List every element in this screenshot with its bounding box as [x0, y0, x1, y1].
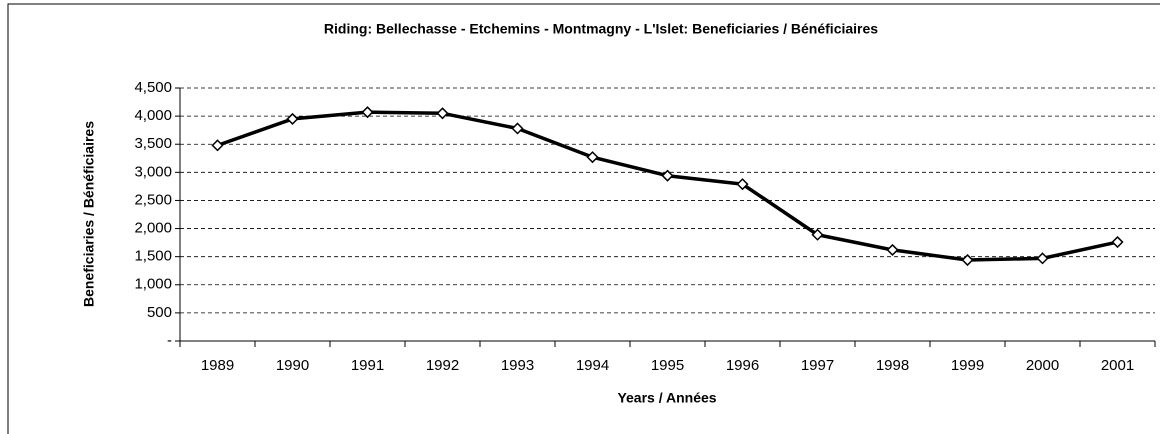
- x-tick-label: 1997: [801, 357, 834, 374]
- y-tick-label: 2,000: [134, 220, 172, 237]
- y-tick-label: 2,500: [134, 191, 172, 208]
- data-point: [736, 178, 749, 191]
- y-tick-label: 4,000: [134, 107, 172, 124]
- data-point: [661, 169, 674, 182]
- y-tick-label: -: [167, 332, 172, 349]
- data-line: [216, 110, 1118, 262]
- y-tick-label: 1,500: [134, 248, 172, 265]
- y-tick-label: 4,500: [134, 79, 172, 96]
- y-tick-label: 3,000: [134, 163, 172, 180]
- y-tick-label: 500: [147, 304, 172, 321]
- x-tick-label: 1996: [726, 357, 759, 374]
- x-tick-label: 1991: [351, 357, 384, 374]
- x-tick-label: 1995: [651, 357, 684, 374]
- y-tick-label: 1,000: [134, 276, 172, 293]
- x-tick-label: 1994: [576, 357, 609, 374]
- data-point: [811, 228, 824, 241]
- x-tick-label: 1990: [276, 357, 309, 374]
- data-point: [436, 107, 449, 120]
- data-point: [886, 243, 899, 256]
- y-axis-label: Beneficiaries / Bénéficiaires: [81, 121, 97, 307]
- data-point: [286, 112, 299, 125]
- data-point: [1111, 235, 1124, 249]
- chart-title: Riding: Bellechasse - Etchemins - Montma…: [324, 21, 878, 37]
- x-tick-label: 1998: [876, 357, 909, 374]
- y-tick-label: 3,500: [134, 135, 172, 152]
- x-tick-label: 1999: [951, 357, 984, 374]
- data-point: [361, 106, 374, 119]
- x-tick-label: 2001: [1101, 357, 1134, 374]
- x-axis-label: Years / Années: [617, 390, 716, 406]
- x-tick-label: 1992: [426, 357, 459, 374]
- data-point: [586, 151, 599, 164]
- x-tick-label: 1989: [201, 357, 234, 374]
- chart-border: [7, 3, 1160, 434]
- data-point: [961, 253, 974, 267]
- x-tick-label: 2000: [1026, 357, 1059, 374]
- data-point: [211, 139, 224, 152]
- data-point: [1036, 252, 1049, 265]
- data-point: [511, 122, 524, 135]
- x-tick-label: 1993: [501, 357, 534, 374]
